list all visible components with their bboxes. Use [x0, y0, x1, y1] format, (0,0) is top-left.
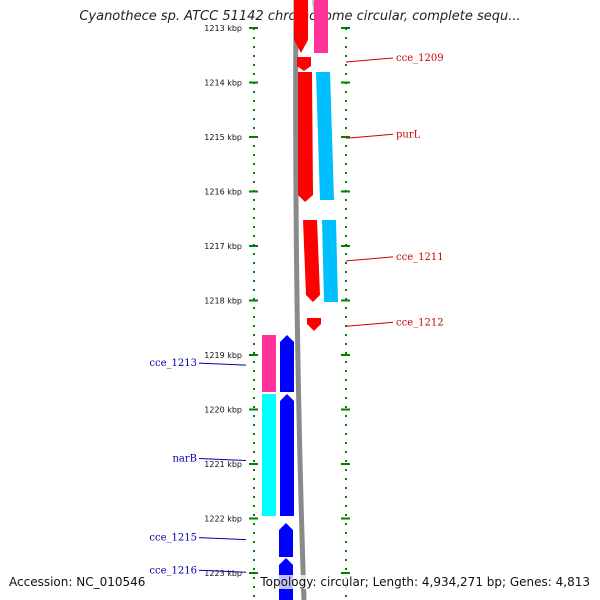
narb-cds[interactable] [280, 394, 294, 516]
kbp-ruler: 1213 kbp 1214 kbp 1215 kbp 1216 kbp 1217 kbp… [204, 24, 350, 578]
ruler-label: 1215 kbp [204, 133, 242, 142]
forward-gene-label[interactable]: cce_1209 [396, 53, 444, 64]
ruler-label: 1220 kbp [204, 406, 242, 415]
forward-gene-label[interactable]: cce_1211 [396, 252, 444, 263]
genome-stats: Topology: circular; Length: 4,934,271 bp… [260, 575, 590, 589]
forward-gene[interactable] [314, 0, 328, 53]
reverse-label-line [198, 537, 247, 541]
purl-gene[interactable] [316, 72, 334, 200]
cce1215-cds[interactable] [279, 523, 293, 557]
forward-gene-label[interactable]: purL [396, 129, 421, 140]
ruler-label: 1213 kbp [204, 24, 242, 33]
reverse-gene-label[interactable]: cce_1216 [149, 565, 197, 576]
reverse-label-line [198, 569, 247, 573]
reverse-gene-label[interactable]: cce_1213 [149, 358, 197, 369]
ruler-label: 1218 kbp [204, 297, 242, 306]
forward-cds[interactable] [294, 0, 308, 40]
ruler-label: 1219 kbp [204, 351, 242, 360]
forward-label-line [345, 133, 394, 139]
forward-strand [294, 0, 338, 331]
forward-cds-small[interactable] [297, 57, 311, 71]
reverse-label-line [198, 458, 247, 462]
forward-label-line [345, 256, 394, 262]
cce1213-cds[interactable] [280, 335, 294, 392]
purl-cds[interactable] [298, 72, 313, 202]
chromosome-backbone [293, 0, 307, 600]
reverse-strand [262, 335, 294, 600]
reverse-label-line [198, 362, 247, 366]
cce1211-cds[interactable] [303, 220, 320, 302]
forward-gene-label[interactable]: cce_1212 [396, 317, 444, 328]
cce1213-gene[interactable] [262, 335, 276, 392]
forward-label-line [345, 57, 394, 63]
ruler-label: 1214 kbp [204, 79, 242, 88]
cce1211-gene[interactable] [322, 220, 338, 302]
ruler-label: 1223 kbp [204, 569, 242, 578]
reverse-gene-label[interactable]: cce_1215 [149, 533, 197, 544]
ruler-label: 1222 kbp [204, 515, 242, 524]
ruler-label: 1216 kbp [204, 188, 242, 197]
narb-gene[interactable] [262, 394, 276, 516]
ruler-label: 1217 kbp [204, 242, 242, 251]
ruler-label: 1221 kbp [204, 460, 242, 469]
forward-label-line [345, 321, 394, 327]
forward-cds-arrow [294, 40, 308, 53]
accession-label: Accession: NC_010546 [9, 575, 146, 589]
reverse-gene-label[interactable]: narB [172, 454, 197, 465]
gene-labels: cce_1209 purL cce_1211 cce_1212 cce_1213 narB… [149, 53, 443, 576]
cce1212-cds[interactable] [307, 318, 321, 331]
